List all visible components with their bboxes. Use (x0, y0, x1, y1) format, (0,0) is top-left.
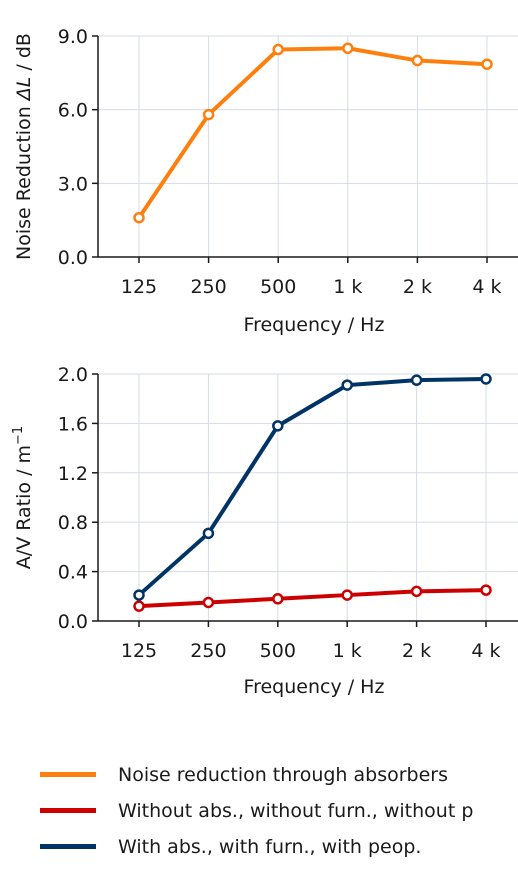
legend-label-with-abs: With abs., with furn., with peop. (118, 836, 422, 858)
chart-0-y-axis-label: Noise Reduction ΔL / dB (13, 33, 35, 260)
chart-1-xtick-label-4-k: 4 k (471, 640, 500, 662)
chart-1-series-without-abs-without-furn-point-125 (133, 600, 145, 612)
chart-0-ytick-label-3: 9.0 (58, 26, 88, 48)
chart-1-xtick-label-125: 125 (121, 640, 157, 662)
chart-1-y-axis-label: A/V Ratio / m−1 (11, 426, 35, 569)
chart-1-xtick-label-2-k: 2 k (402, 640, 431, 662)
chart-1-series-with-abs-with-furn-with--point-2-k (410, 374, 423, 386)
chart-1-ytick-label-5: 2.0 (58, 364, 88, 386)
chart-0-y-axis-label-unit: / dB (13, 33, 35, 77)
chart-av-ratio: 0.0 0.4 0.8 1.2 1.6 2.0 125 250 500 1 k 2 k 4 k Freq… (11, 364, 518, 698)
chart-1-series-with-abs-with-furn-with--point-4-k (480, 373, 492, 385)
chart-1-ytick-label-0: 0.0 (58, 611, 88, 633)
chart-1-xtick-label-500: 500 (260, 640, 296, 662)
chart-0-series-noise-reduction-through--point-500 (272, 43, 284, 56)
chart-0-x-axis-label: Frequency / Hz (244, 314, 385, 336)
chart-0-y-axis-label-symbol: ΔL (13, 77, 35, 103)
chart-1-series-without-abs-without-furn-line (137, 588, 488, 609)
chart-1-series-with-abs-with-furn-with--point-250 (202, 527, 215, 540)
chart-0-series-noise-reduction-through--point-1-k (342, 42, 354, 55)
chart-1-series-with-abs-with-furn-with--point-500 (272, 420, 284, 432)
chart-1-y-axis-label-text: A/V Ratio / m (13, 445, 35, 569)
chart-0-y-axis-label-text: Noise Reduction (13, 100, 35, 260)
chart-0-xtick-label-1-k: 1 k (333, 276, 362, 298)
chart-0-series-noise-reduction-through--point-4-k (481, 58, 493, 70)
chart-1-xtick-label-250: 250 (190, 640, 226, 662)
chart-1-series-without-abs-without-furn-point-1-k (341, 589, 353, 601)
chart-0-series-noise-reduction-through--point-125 (133, 211, 145, 224)
chart-1-series-without-abs-without-furn-point-250 (202, 596, 215, 609)
chart-1-series-with-abs-with-furn-with--point-125 (133, 589, 145, 601)
chart-1-ytick-label-4: 1.6 (58, 413, 88, 435)
chart-0-xtick-label-2-k: 2 k (403, 276, 432, 298)
legend-item-without-abs: Without abs., without furn., without p (40, 796, 518, 826)
chart-0-xtick-label-250: 250 (190, 276, 226, 298)
legend-swatch-with-abs (40, 844, 96, 849)
legend-item-with-abs: With abs., with furn., with peop. (40, 832, 518, 862)
chart-0-ytick-label-2: 6.0 (58, 100, 88, 122)
chart-0-xtick-label-125: 125 (121, 276, 157, 298)
chart-1-y-axis-label-exponent: −1 (11, 426, 26, 445)
chart-0-series-noise-reduction-through--point-250 (202, 108, 215, 121)
chart-0-xtick-label-500: 500 (260, 276, 296, 298)
legend-label-without-abs: Without abs., without furn., without p (118, 800, 474, 822)
chart-0-ytick-label-0: 0.0 (58, 247, 88, 269)
chart-0-ytick-label-1: 3.0 (58, 173, 88, 195)
chart-1-series-without-abs-without-furn-point-500 (272, 593, 284, 605)
chart-1-series-with-abs-with-furn-with--point-1-k (341, 379, 353, 391)
chart-1-ytick-label-1: 0.4 (58, 562, 88, 584)
chart-1-ytick-label-3: 1.2 (58, 463, 88, 485)
legend-swatch-without-abs (40, 808, 96, 813)
chart-0-series-noise-reduction-through--line (137, 46, 489, 220)
chart-0-series-noise-reduction-through--point-2-k (411, 54, 424, 67)
legend-item-noise-reduction: Noise reduction through absorbers (40, 760, 518, 790)
legend-label-noise-reduction: Noise reduction through absorbers (118, 764, 449, 786)
chart-noise-reduction: 0.0 3.0 6.0 9.0 125 250 500 1 k 2 k 4 k Frequency … (13, 26, 518, 336)
legend-swatch-noise-reduction (40, 772, 96, 777)
chart-1-ytick-label-2: 0.8 (58, 512, 88, 534)
chart-0-xtick-label-4-k: 4 k (472, 276, 501, 298)
chart-1-xtick-label-1-k: 1 k (333, 640, 362, 662)
chart-1-series-without-abs-without-furn-point-2-k (410, 585, 423, 598)
chart-1-series-with-abs-with-furn-with--line (137, 376, 488, 598)
chart-1-series-without-abs-without-furn-point-4-k (480, 584, 492, 596)
chart-1-x-axis-label: Frequency / Hz (244, 676, 385, 698)
